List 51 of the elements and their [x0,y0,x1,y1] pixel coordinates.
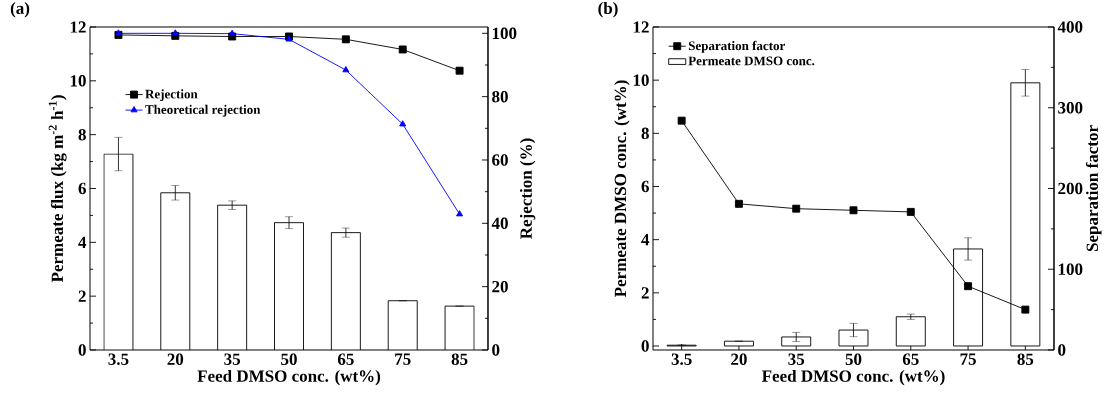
y2-tick-label: 300 [1058,102,1083,114]
legend-label: Permeate DMSO conc. [688,56,815,66]
y2-axis-title: Separation factor [1085,125,1102,252]
x-tick-label: 3.5 [671,353,692,366]
y-tick-label: 4 [78,236,87,248]
x-tick-label: 85 [451,353,468,365]
y-axis-title: Permeate DMSO conc. (wt%) [614,80,630,297]
x-tick-label: 35 [788,353,805,365]
y2-tick-label: 40 [491,217,508,230]
legend-label: Theoretical rejection [145,104,261,117]
x-axis-title: Feed DMSO conc. (wt%) [197,369,381,386]
x-tick-label: 65 [337,353,354,365]
x-tick-label: 3.5 [108,353,129,366]
x-tick-label: 75 [960,353,976,365]
y-tick-label: 8 [641,127,649,140]
chart-title: (a) [10,2,30,18]
y-tick-label: 8 [78,128,86,141]
y-axis-title: Permeate flux (kg m$^{-2}$ h$^{-1}$) [48,95,67,283]
y2-tick-label: 80 [492,90,508,103]
x-tick-label: 75 [395,353,411,365]
x-tick-label: 85 [1017,353,1034,365]
y-tick-label: 10 [70,75,86,87]
y2-tick-label: 100 [492,27,517,40]
legend-label: Separation factor [688,40,786,53]
y2-tick-label: 200 [1058,182,1083,195]
y-tick-label: 12 [633,21,649,33]
y-tick-label: 6 [78,182,86,195]
y2-tick-label: 0 [492,344,500,356]
legend-label: Rejection [145,89,198,102]
x-tick-label: 65 [902,353,919,365]
y2-tick-label: 100 [1058,263,1083,275]
x-tick-label: 20 [731,353,747,365]
chart-title: (b) [598,2,618,18]
y-tick-label: 12 [70,21,86,33]
y-tick-label: 4 [641,234,650,246]
y-tick-label: 0 [78,344,86,356]
y-tick-label: 2 [641,287,649,299]
y2-tick-label: 400 [1057,21,1083,33]
y2-tick-label: 0 [1058,344,1066,356]
x-tick-label: 50 [281,353,297,365]
y2-tick-label: 20 [492,280,508,293]
x-tick-label: 35 [224,353,241,365]
x-tick-label: 20 [167,353,184,365]
y2-axis-title: Rejection (%) [519,138,536,239]
y-tick-label: 2 [78,290,86,302]
y-tick-label: 6 [641,180,649,193]
y-tick-label: 0 [641,340,649,352]
y2-tick-label: 60 [492,154,508,166]
y-tick-label: 10 [633,74,649,86]
x-axis-title: Feed DMSO conc. (wt%) [761,369,945,386]
x-tick-label: 50 [845,353,862,365]
